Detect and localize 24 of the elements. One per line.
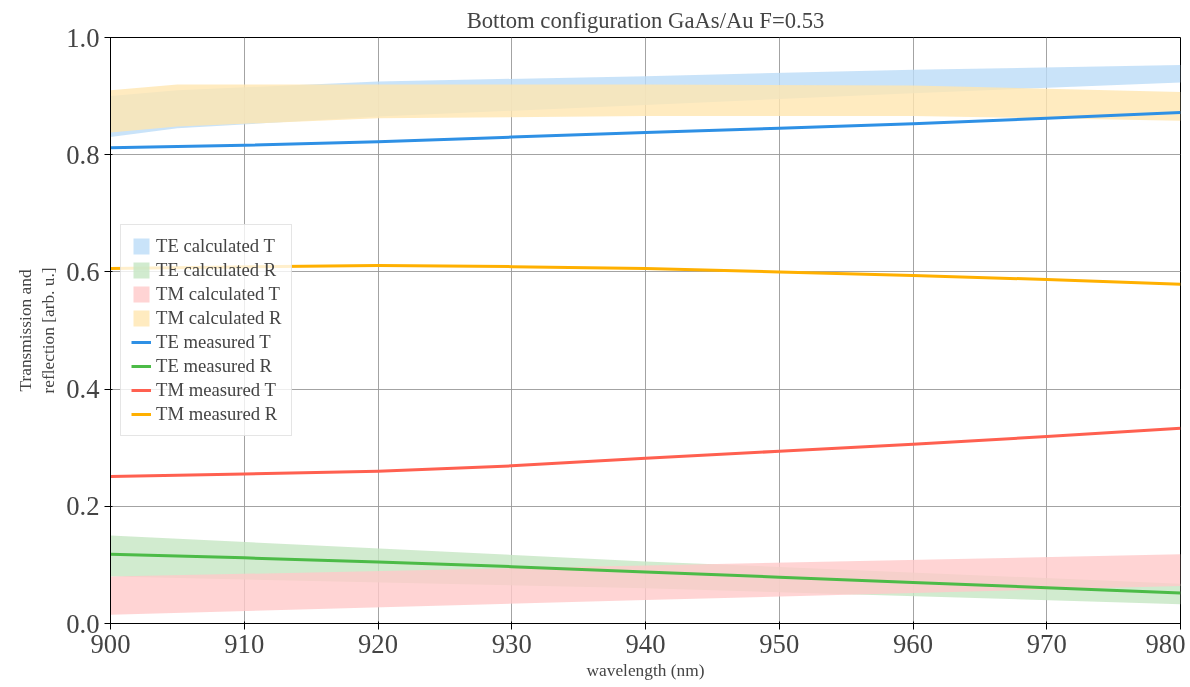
x-tick-label: 920 [358,628,398,659]
legend-label: TE measured T [156,331,271,353]
legend-label: TM measured T [156,379,276,401]
y-tick-label: 1.0 [66,22,100,53]
y-tick-label: 0.2 [66,491,100,522]
legend-label: TM calculated T [156,283,280,305]
legend-label: TE calculated T [156,235,275,257]
x-tick-label: 950 [759,628,800,659]
y-tick-label: 0.6 [66,256,100,287]
legend-label: TE calculated R [156,259,277,281]
y-tick-label: 0.4 [66,374,100,405]
x-axis-title: wavelength (nm) [586,660,705,680]
legend-label: TM calculated R [156,307,282,329]
x-tick-label: 930 [491,628,532,659]
x-tick-label: 910 [224,628,265,659]
y-tick-label: 0.8 [66,139,100,170]
x-tick-label: 940 [625,628,666,659]
y-axis-title: Transmission and reflection [arb. u.] [16,267,59,394]
legend-label: TE measured R [156,355,273,377]
x-tick-label: 980 [1145,628,1186,659]
x-tick-label: 970 [1026,628,1067,659]
legend-label: TM measured R [156,403,278,425]
x-tick-label: 960 [893,628,933,659]
chart-title: Bottom configuration GaAs/Au F=0.53 [466,7,825,33]
